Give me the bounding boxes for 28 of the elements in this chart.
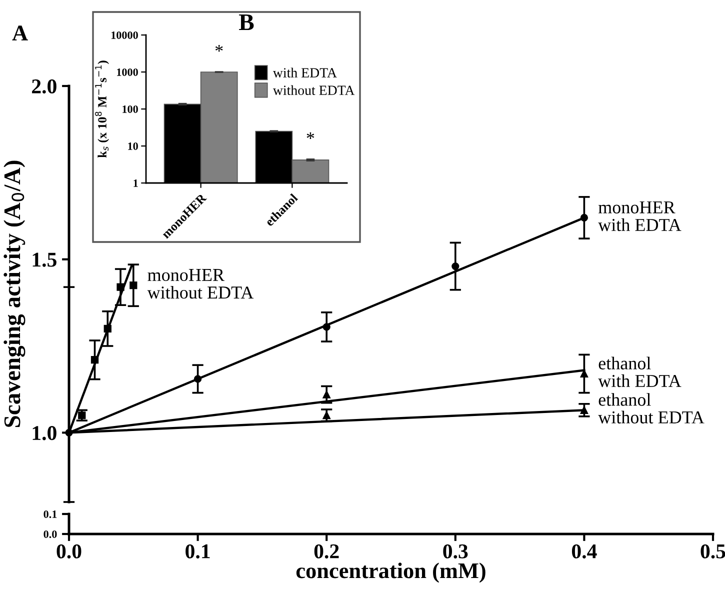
y-tick-label: 1 bbox=[134, 180, 138, 187]
x-tick-label: 0.3 bbox=[443, 544, 468, 558]
legend-label: without EDTA bbox=[272, 85, 355, 96]
chart-title: A bbox=[12, 26, 28, 40]
legend-label: with EDTA bbox=[272, 68, 337, 78]
y-tick-label: 1.0 bbox=[32, 426, 56, 440]
data-label: * bbox=[215, 45, 223, 52]
x-tick-label: 0.1 bbox=[186, 544, 210, 558]
y-tick-label: 10000 bbox=[111, 31, 138, 39]
series-label: monoHER with EDTA bbox=[598, 201, 682, 232]
y-tick-label: 100 bbox=[122, 105, 138, 113]
x-tick-label: 0.4 bbox=[572, 544, 597, 558]
x-tick-label: 0.0 bbox=[56, 544, 82, 558]
y-tick-label: 0.1 bbox=[44, 510, 57, 518]
x-tick-label: 0.5 bbox=[700, 544, 725, 558]
x-tick-label: 0.2 bbox=[314, 544, 339, 558]
text: k$_{s}$ (x 10$^{8}$ M$^{−1}$s$^{−1}$) bbox=[95, 60, 110, 158]
y-tick-label: 1000 bbox=[117, 68, 138, 76]
y-tick-label: 0.0 bbox=[44, 530, 57, 538]
series-label: monoHER without EDTA bbox=[147, 269, 254, 299]
y-tick-label: 2.0 bbox=[32, 79, 56, 94]
y-tick-label: 1.5 bbox=[32, 252, 56, 267]
series-label: ethanol without EDTA bbox=[598, 393, 704, 424]
y-axis-title: Scavenging activity (A$_{0}$/A) bbox=[4, 160, 26, 427]
chart-title: B bbox=[239, 14, 254, 30]
y-tick-label: 10 bbox=[128, 142, 138, 150]
data-label: * bbox=[306, 132, 314, 140]
x-axis-title: concentration (mM) bbox=[296, 562, 486, 583]
